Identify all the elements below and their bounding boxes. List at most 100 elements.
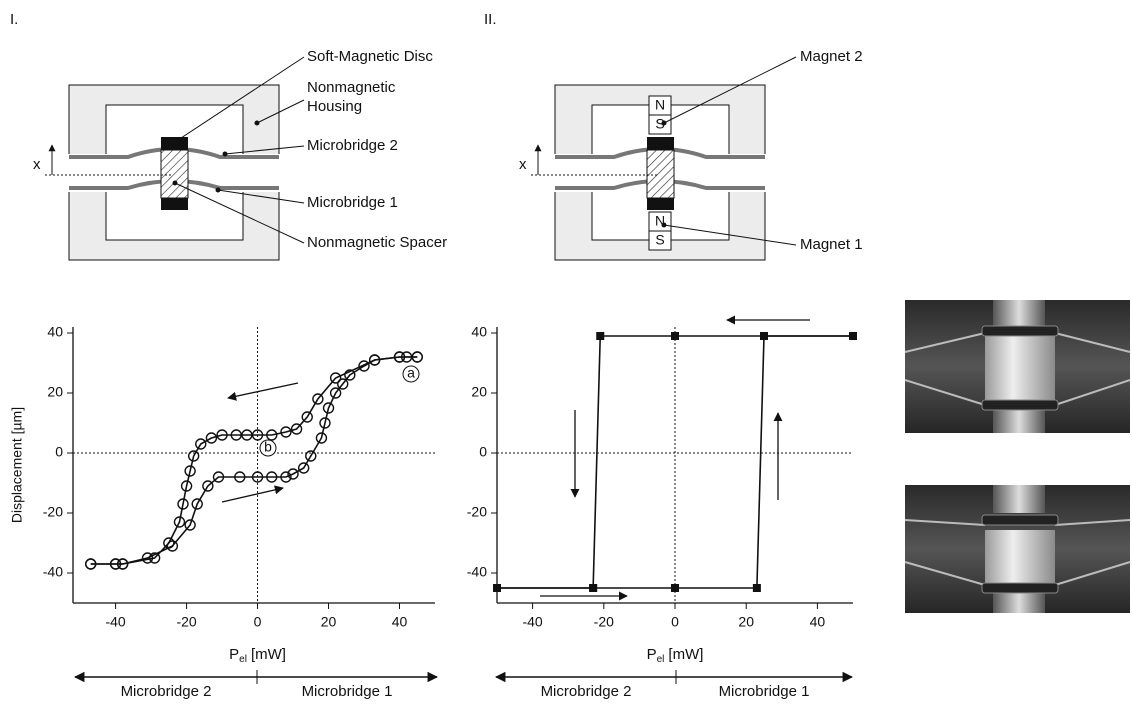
y-tick-label: 20 (47, 384, 63, 400)
x-tick-label: -20 (176, 614, 196, 630)
gap (242, 154, 280, 192)
marker (234, 471, 246, 483)
label: Microbridge 1 (307, 194, 398, 211)
marker (85, 558, 97, 570)
direction-label: Microbridge 2 (121, 683, 212, 700)
x-tick-label: 20 (738, 614, 754, 630)
gap (554, 154, 593, 192)
marker (187, 450, 200, 462)
annotation: b (264, 439, 272, 455)
y-tick-label: 0 (55, 444, 63, 460)
series-line (90, 356, 418, 565)
direction-label: Microbridge 2 (541, 683, 632, 700)
marker (315, 432, 328, 444)
y-axis-label: Displacement [µm] (9, 407, 25, 523)
x-label-symbol: P (229, 646, 239, 663)
marker (184, 519, 196, 531)
direction-arrow (221, 485, 284, 503)
marker (266, 429, 278, 441)
gap (68, 154, 107, 192)
pole-label: S (655, 232, 664, 248)
marker (230, 429, 242, 441)
label: Nonmagnetic (307, 79, 396, 96)
marker (760, 332, 768, 340)
magnet-pole (648, 230, 672, 251)
marker (141, 552, 154, 564)
marker (195, 438, 207, 450)
y-tick-label: -20 (43, 504, 63, 520)
marker (191, 498, 203, 510)
x-tick-label: 0 (671, 614, 679, 630)
annotation-circle (402, 365, 420, 383)
diagram-1: x Soft-Magnetic Disc Nonmagnetic Housing… (33, 48, 447, 261)
x-tick-label: -40 (522, 614, 542, 630)
marker (280, 426, 292, 438)
marker (148, 552, 161, 564)
x-axis-label: Pel [mW] (229, 646, 286, 665)
panel-label: II. (484, 11, 497, 28)
marker (290, 423, 303, 435)
marker (202, 480, 214, 492)
annotation: a (407, 365, 415, 381)
marker (589, 584, 598, 592)
marker (173, 516, 186, 528)
label: Nonmagnetic Spacer (307, 234, 447, 251)
marker (251, 471, 264, 483)
diagram-2: N S N S x Magnet 2 Magnet 1 (519, 48, 863, 261)
y-tick-label: 20 (471, 384, 487, 400)
marker (280, 471, 292, 483)
series-line (497, 335, 853, 589)
x-label: x (33, 156, 41, 173)
x-tick-label: -20 (594, 614, 614, 630)
marker (358, 360, 370, 372)
y-tick-label: 0 (479, 444, 487, 460)
marker (216, 429, 228, 441)
marker (287, 468, 299, 480)
x-label-unit: [mW] (251, 646, 286, 663)
marker (301, 411, 313, 423)
label: Magnet 1 (800, 236, 863, 253)
marker (305, 450, 317, 462)
series-line (90, 356, 418, 565)
disc (647, 198, 674, 210)
marker (322, 402, 335, 414)
series-line (497, 335, 853, 589)
marker (116, 558, 129, 570)
x-tick-label: 20 (321, 614, 337, 630)
marker (319, 417, 331, 429)
x-label-symbol: P (647, 646, 657, 663)
marker (166, 540, 179, 552)
direction-label: Microbridge 1 (302, 683, 393, 700)
x-label-subscript: el (657, 654, 665, 665)
marker (344, 369, 356, 381)
marker (411, 351, 423, 363)
marker (184, 465, 196, 477)
marker (671, 584, 679, 592)
x-tick-label: 40 (392, 614, 408, 630)
gap (728, 154, 766, 192)
spacer (160, 149, 189, 199)
direction-label: Microbridge 1 (719, 683, 810, 700)
leaders (661, 56, 797, 246)
label: Magnet 2 (800, 48, 863, 65)
x-tick-label: 0 (254, 614, 262, 630)
x-label: x (519, 156, 527, 173)
photo (904, 485, 1131, 613)
marker (337, 378, 349, 390)
pole-label: N (655, 213, 665, 229)
photo (904, 300, 1131, 433)
y-tick-label: 40 (471, 324, 487, 340)
y-tick-label: 40 (47, 324, 63, 340)
pole-label: S (655, 116, 664, 132)
label: Soft-Magnetic Disc (307, 48, 433, 65)
marker (329, 387, 342, 399)
x-label-unit: [mW] (668, 646, 703, 663)
disc (161, 137, 188, 150)
marker (212, 471, 225, 483)
panel-label: I. (10, 11, 18, 28)
marker (493, 584, 501, 592)
disc (161, 198, 188, 210)
marker (596, 332, 605, 340)
marker (180, 480, 193, 492)
